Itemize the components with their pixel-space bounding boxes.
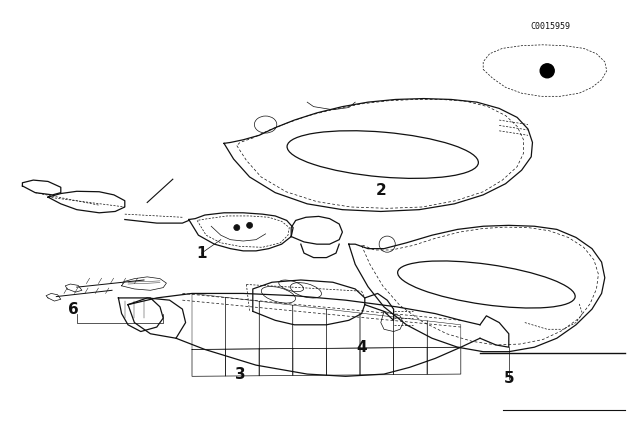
- Circle shape: [540, 64, 554, 78]
- Text: 3: 3: [235, 366, 245, 382]
- Text: 6: 6: [68, 302, 79, 317]
- Text: 1: 1: [196, 246, 207, 261]
- Circle shape: [234, 224, 240, 231]
- Text: 4: 4: [356, 340, 367, 355]
- Circle shape: [246, 222, 253, 228]
- Text: 5: 5: [504, 371, 514, 386]
- Text: C0015959: C0015959: [531, 22, 570, 31]
- Text: 2: 2: [376, 183, 386, 198]
